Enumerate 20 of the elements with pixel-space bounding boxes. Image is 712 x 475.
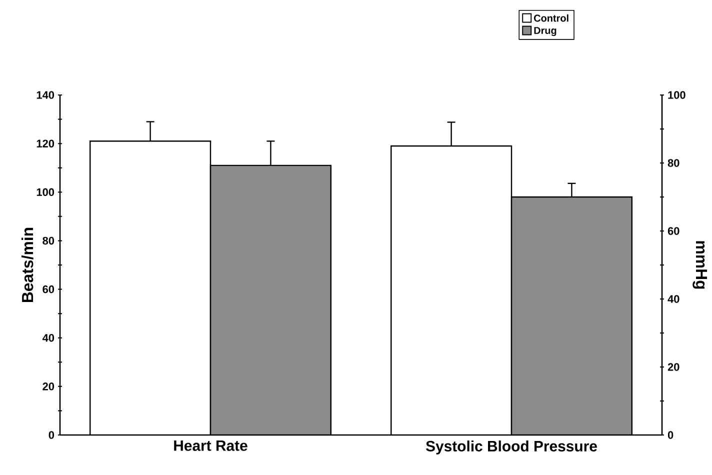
y2-tick-label: 0 bbox=[668, 431, 674, 439]
y2-tick-label: 20 bbox=[668, 363, 680, 371]
y-tick-label: 100 bbox=[36, 188, 54, 196]
y-tick-label: 40 bbox=[42, 334, 54, 342]
y-axis-title: Beats/min bbox=[21, 228, 34, 302]
text: Control bbox=[534, 14, 568, 22]
y-tick-label: 20 bbox=[42, 382, 54, 390]
x-tick-label: Systolic Blood Pressure bbox=[426, 440, 597, 454]
legend-label: Drug bbox=[534, 27, 556, 36]
x-tick-label: Heart Rate bbox=[174, 440, 248, 451]
y2-axis-title: mmHg bbox=[692, 241, 707, 289]
y2-tick-label: 100 bbox=[668, 91, 686, 99]
y-tick-label: 80 bbox=[42, 236, 54, 245]
y-tick-label: 60 bbox=[42, 285, 54, 294]
y2-tick-label: 40 bbox=[668, 295, 680, 303]
y-tick-label: 140 bbox=[36, 91, 54, 99]
y-tick-label: 120 bbox=[36, 140, 54, 148]
y-tick-label: 0 bbox=[48, 431, 54, 439]
y2-tick-label: 60 bbox=[668, 227, 680, 235]
y2-tick-label: 80 bbox=[668, 159, 680, 167]
